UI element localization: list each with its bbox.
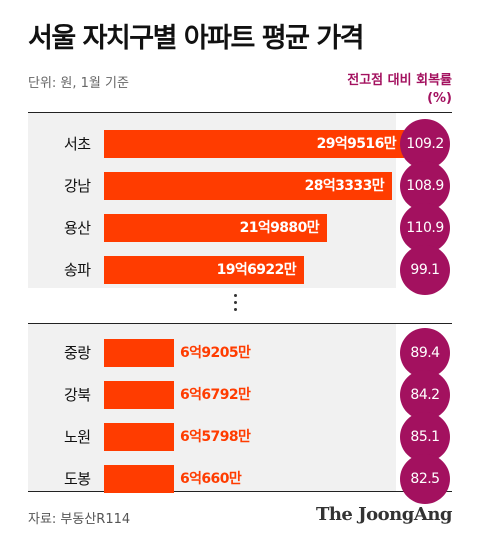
top-divider	[28, 112, 452, 113]
recovery-badge: 89.4	[400, 328, 450, 378]
category-label: 도봉	[64, 470, 91, 488]
bar-value-label: 21억9880만	[239, 220, 320, 236]
bar	[104, 130, 404, 158]
category-label: 용산	[64, 219, 91, 237]
category-label: 강북	[64, 386, 91, 404]
bottom-divider	[28, 491, 452, 492]
recovery-badge: 82.5	[400, 454, 450, 504]
bar-value-label: 29억9516만	[316, 136, 397, 152]
category-label: 노원	[64, 428, 91, 446]
bar	[104, 256, 304, 284]
bar-row: 송파 19억6922만	[28, 249, 396, 291]
bar-value-label: 28억3333만	[304, 178, 385, 194]
middle-divider	[28, 323, 452, 324]
recovery-header-label: 전고점 대비 회복률	[347, 73, 452, 88]
bar-value-label: 6억5798만	[180, 429, 251, 445]
bar	[104, 214, 327, 242]
recovery-badge: 85.1	[400, 412, 450, 462]
ellipsis-icon	[234, 294, 238, 315]
brand-logo: The JoongAng	[315, 504, 453, 525]
recovery-badge: 110.9	[400, 203, 450, 253]
category-label: 강남	[64, 177, 91, 195]
bar-row: 서초 29억9516만	[28, 123, 404, 165]
bar	[104, 381, 174, 409]
bar-value-label: 6억660만	[180, 471, 242, 487]
unit-note: 단위: 원, 1월 기준	[28, 76, 129, 91]
bar-row: 중랑 6억9205만	[28, 332, 396, 374]
bar-value-label: 6억9205만	[180, 345, 251, 361]
source-note: 자료: 부동산R114	[28, 512, 131, 527]
bar	[104, 423, 174, 451]
bar-row: 노원 6억5798만	[28, 416, 396, 458]
bar-value-label: 6억6792만	[180, 387, 251, 403]
recovery-badge: 109.2	[400, 119, 450, 169]
recovery-header-unit: (%)	[427, 91, 452, 106]
bar-row: 도봉 6억660만	[28, 458, 396, 500]
category-label: 송파	[64, 261, 91, 279]
bar-row: 강남 28억3333만	[28, 165, 396, 207]
bar-row: 강북 6억6792만	[28, 374, 396, 416]
category-label: 서초	[64, 135, 91, 153]
bar-row: 용산 21억9880만	[28, 207, 396, 249]
chart-title: 서울 자치구별 아파트 평균 가격	[28, 23, 365, 54]
recovery-badge: 84.2	[400, 370, 450, 420]
bar	[104, 339, 174, 367]
recovery-header: 전고점 대비 회복률 (%)	[322, 72, 452, 108]
recovery-badge: 99.1	[400, 245, 450, 295]
category-label: 중랑	[64, 344, 91, 362]
recovery-badge: 108.9	[400, 161, 450, 211]
bar-value-label: 19억6922만	[216, 262, 297, 278]
bar	[104, 172, 392, 200]
bar	[104, 465, 174, 493]
